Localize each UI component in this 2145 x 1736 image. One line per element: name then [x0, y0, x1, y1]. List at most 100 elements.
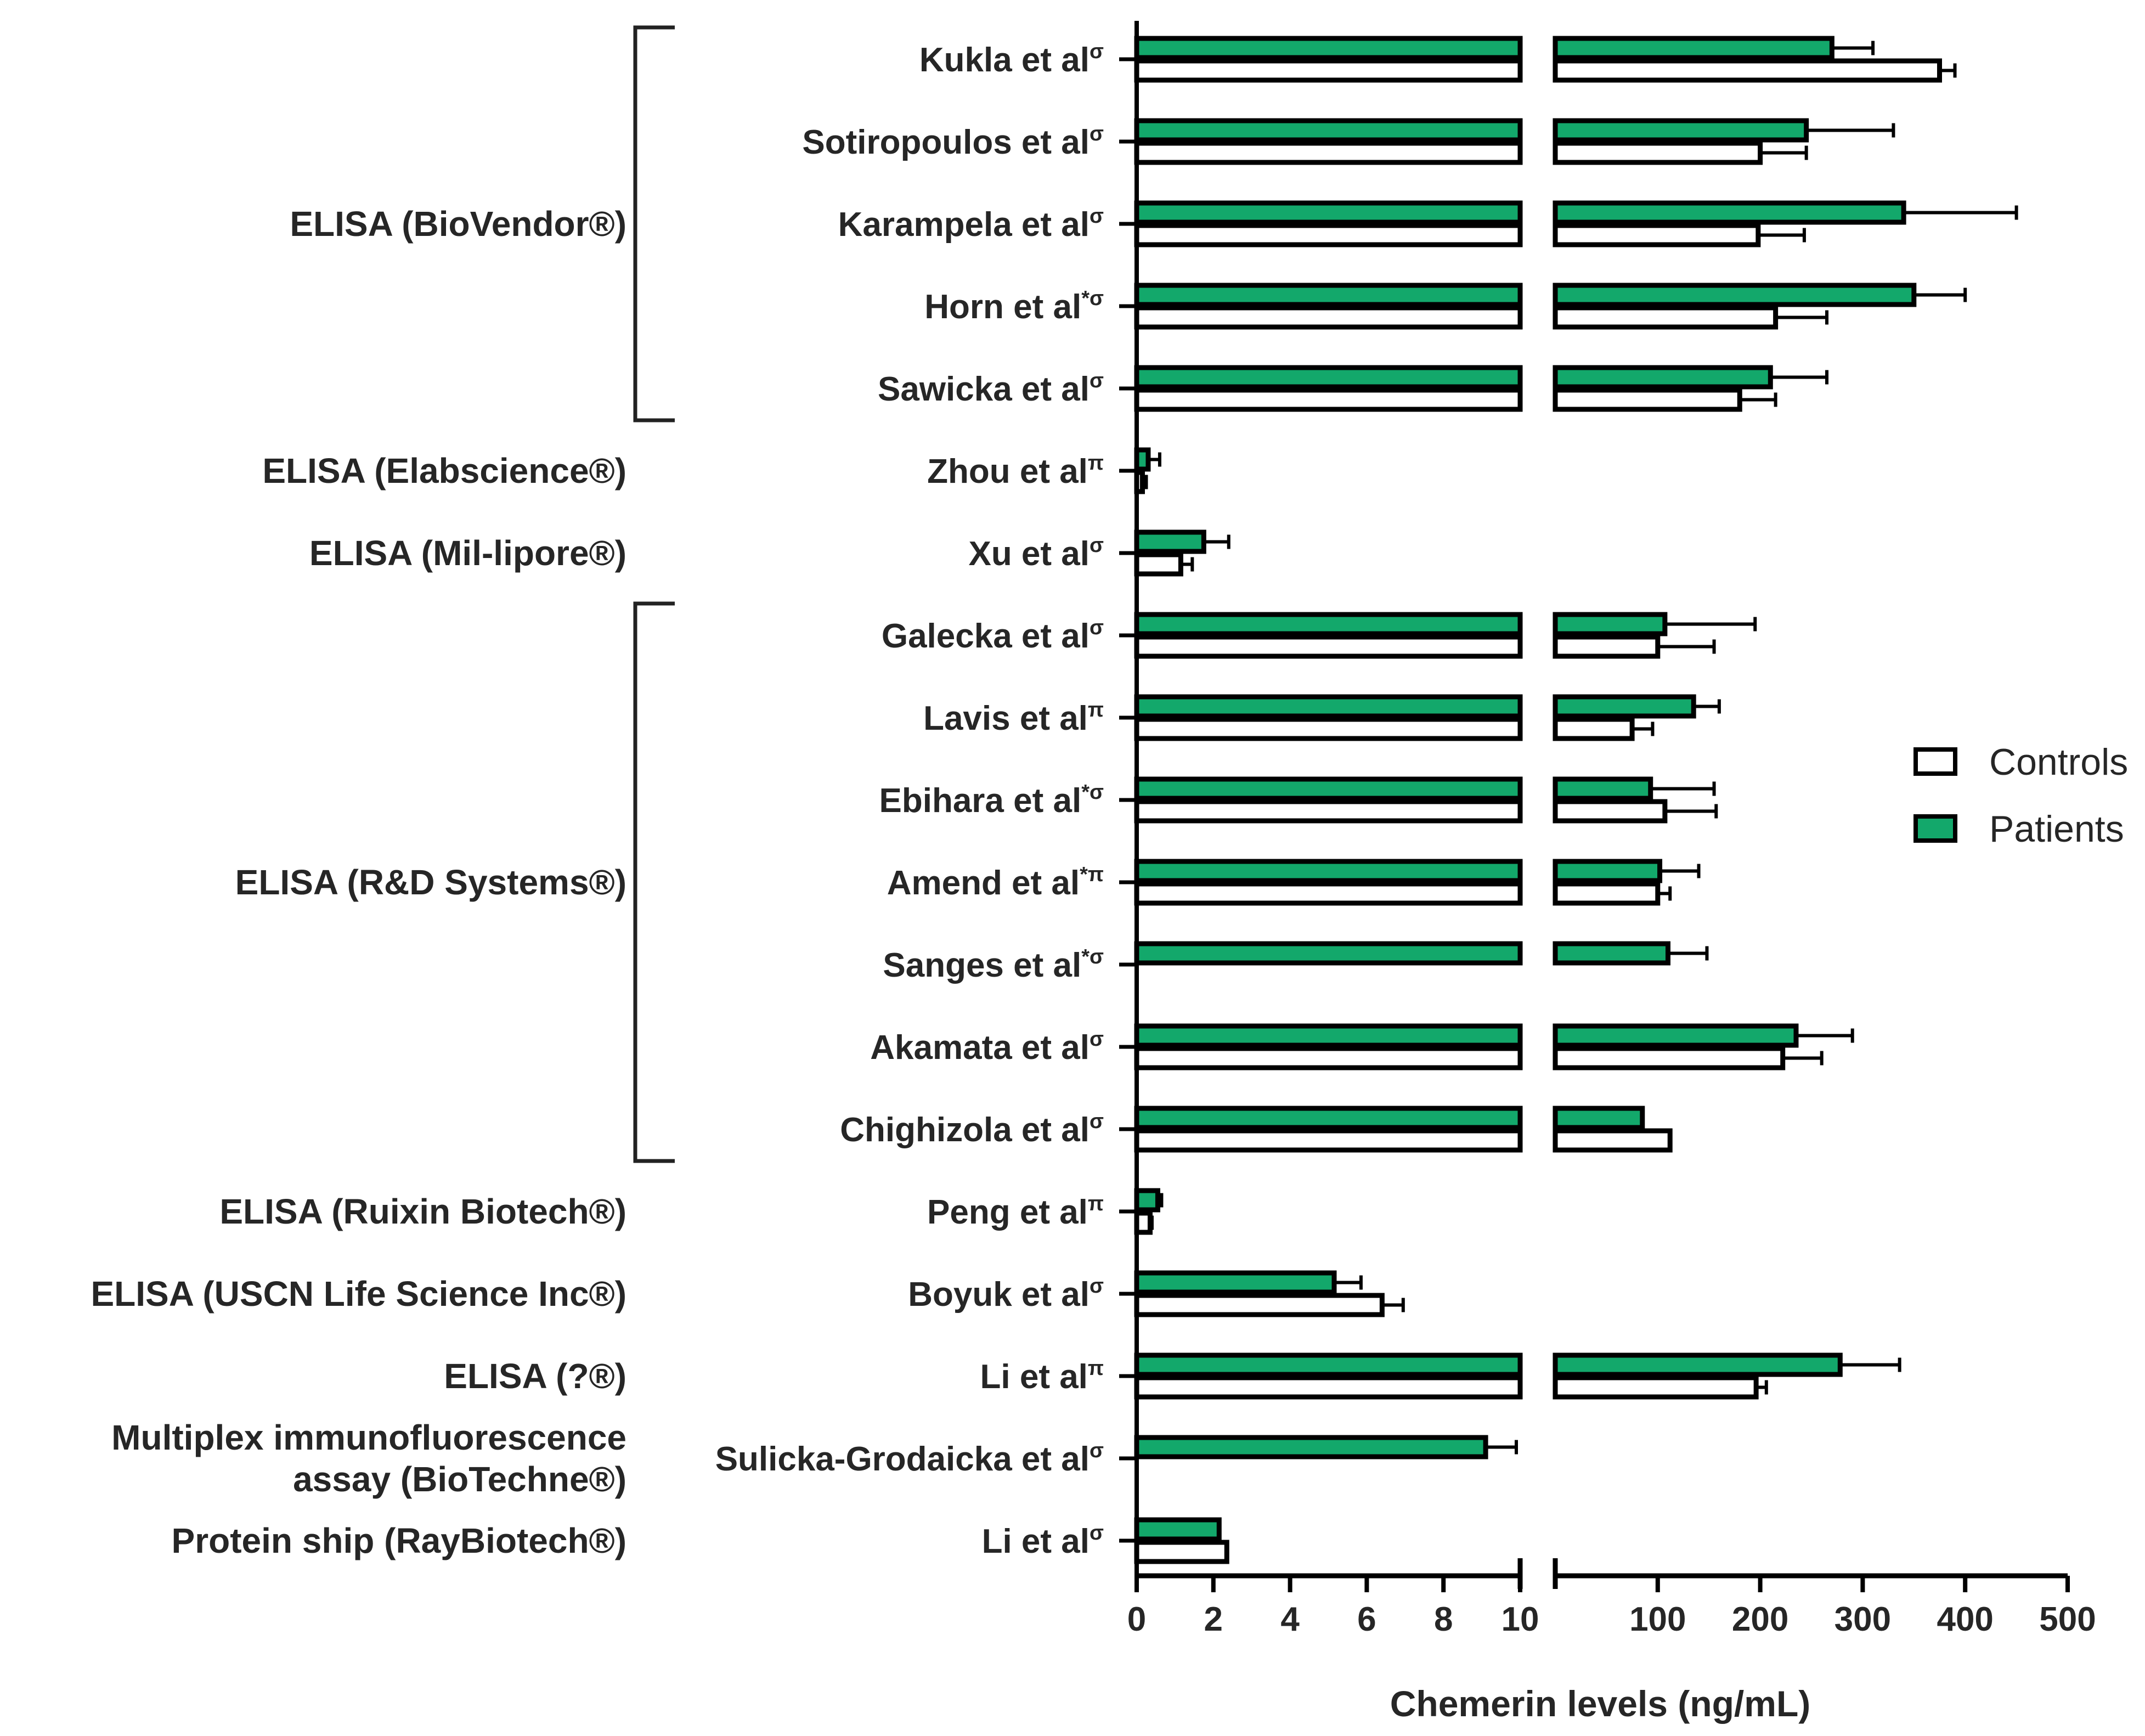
study-8-controls-bar-seg2	[1553, 717, 1635, 741]
study-6-controls-bar	[1134, 552, 1183, 577]
method-5-label: ELISA (USCN Life Science Inc®)	[91, 1274, 626, 1314]
study-14-name: Peng et al	[927, 1193, 1088, 1231]
legend-swatch-controls	[1913, 747, 1957, 776]
method-3-label: ELISA (R&D Systems®)	[235, 863, 626, 902]
study-8-mark: π	[1088, 698, 1104, 722]
study-4-patients-bar-seg1	[1134, 365, 1523, 390]
study-9-controls-bar-seg1	[1134, 799, 1523, 824]
study-2-label: Karampela et alσ	[838, 205, 1104, 244]
study-0-mark: σ	[1090, 40, 1104, 63]
study-0-patients-bar-seg1	[1134, 36, 1523, 60]
study-4-label: Sawicka et alσ	[878, 369, 1104, 408]
study-3-name: Horn et al	[924, 288, 1081, 326]
x-tick-label-seg1-0: 0	[1127, 1600, 1146, 1638]
x-tick-label-seg2-0: 100	[1629, 1600, 1686, 1638]
study-7-patients-bar-seg1	[1134, 612, 1523, 636]
study-8-label: Lavis et alπ	[923, 698, 1104, 737]
study-2-patients-bar-seg2	[1553, 200, 1906, 225]
study-9-mark: *σ	[1081, 781, 1104, 804]
study-8-name: Lavis et al	[923, 700, 1088, 737]
x-axis-label: Chemerin levels (ng/mL)	[1390, 1683, 1811, 1724]
study-10-name: Amend et al	[887, 864, 1080, 902]
method-8-label: Protein ship (RayBiotech®)	[172, 1521, 626, 1560]
study-9-patients-bar-seg2	[1553, 776, 1653, 801]
study-5-label: Zhou et alπ	[927, 452, 1104, 491]
study-17-patients-bar	[1134, 1435, 1488, 1459]
x-tick-label-seg1-1: 2	[1204, 1600, 1223, 1638]
study-6-patients-bar	[1134, 529, 1206, 554]
method-6-label: ELISA (?®)	[444, 1356, 626, 1396]
study-8-patients-bar-seg1	[1134, 694, 1523, 719]
method-1-label: ELISA (Elabscience®)	[262, 451, 626, 491]
study-14-label: Peng et alπ	[927, 1192, 1104, 1231]
study-18-patients-bar	[1134, 1517, 1222, 1542]
study-17-mark: σ	[1090, 1439, 1104, 1462]
study-13-patients-bar-seg1	[1134, 1106, 1523, 1130]
study-11-patients-bar-seg2	[1553, 941, 1670, 966]
x-tick-label-seg1-5: 10	[1501, 1600, 1539, 1638]
method-7-label-line1: assay (BioTechne®)	[293, 1459, 626, 1499]
bars-layer	[1134, 36, 1942, 1564]
study-10-controls-bar-seg1	[1134, 881, 1523, 906]
study-12-controls-bar-seg2	[1553, 1046, 1786, 1070]
study-15-label: Boyuk et alσ	[908, 1275, 1104, 1314]
study-1-controls-bar-seg1	[1134, 140, 1523, 165]
study-0-patients-bar-seg2	[1553, 36, 1834, 60]
study-16-controls-bar-seg1	[1134, 1375, 1523, 1400]
x-tick-label-seg2-4: 500	[2039, 1600, 2096, 1638]
study-11-patients-bar-seg1	[1134, 941, 1523, 966]
study-17-name: Sulicka-Grodaicka et al	[715, 1440, 1090, 1478]
study-16-label: Li et alπ	[980, 1357, 1104, 1396]
study-2-patients-bar-seg1	[1134, 200, 1523, 225]
study-17-label: Sulicka-Grodaicka et alσ	[715, 1439, 1104, 1478]
study-15-mark: σ	[1090, 1275, 1104, 1298]
study-16-name: Li et al	[980, 1358, 1088, 1396]
study-7-mark: σ	[1090, 616, 1104, 639]
study-9-name: Ebihara et al	[879, 782, 1082, 820]
study-10-patients-bar-seg1	[1134, 859, 1523, 883]
study-4-controls-bar-seg1	[1134, 387, 1523, 412]
study-7-label: Galecka et alσ	[882, 616, 1104, 655]
study-0-controls-bar-seg1	[1134, 58, 1523, 83]
study-13-patients-bar-seg2	[1553, 1106, 1645, 1130]
method-4-label: ELISA (Ruixin Biotech®)	[219, 1192, 626, 1231]
study-10-label: Amend et al*π	[887, 863, 1104, 902]
study-4-mark: σ	[1090, 369, 1104, 392]
study-8-patients-bar-seg2	[1553, 694, 1696, 719]
study-12-label: Akamata et alσ	[870, 1028, 1104, 1067]
study-3-label: Horn et al*σ	[924, 287, 1104, 326]
study-15-name: Boyuk et al	[908, 1276, 1090, 1314]
study-1-name: Sotiropoulos et al	[802, 123, 1090, 161]
study-11-label: Sanges et al*σ	[883, 945, 1104, 984]
legend-label-controls: Controls	[1989, 741, 2128, 783]
study-1-patients-bar-seg2	[1553, 118, 1809, 143]
method-labels: ELISA (BioVendor®) ELISA (Elabscience®) EL…	[91, 25, 675, 1560]
x-tick-label-seg1-3: 6	[1357, 1600, 1376, 1638]
study-6-label: Xu et alσ	[968, 534, 1104, 573]
study-18-mark: σ	[1090, 1521, 1104, 1545]
study-15-patients-bar	[1134, 1270, 1337, 1295]
study-16-mark: π	[1088, 1357, 1104, 1380]
study-16-controls-bar-seg2	[1553, 1375, 1759, 1400]
study-2-controls-bar-seg2	[1553, 223, 1761, 247]
study-4-controls-bar-seg2	[1553, 387, 1742, 412]
study-3-controls-bar-seg1	[1134, 305, 1523, 330]
method-0-bracket	[633, 25, 675, 422]
method-7-label-line0: Multiplex immunofluorescence	[111, 1418, 626, 1457]
legend: Controls Patients	[1913, 741, 2128, 850]
x-tick-label-seg2-1: 200	[1732, 1600, 1788, 1638]
study-12-controls-bar-seg1	[1134, 1046, 1523, 1070]
study-13-mark: σ	[1090, 1110, 1104, 1133]
method-0-label: ELISA (BioVendor®)	[290, 204, 626, 244]
study-3-patients-bar-seg1	[1134, 283, 1523, 307]
study-1-patients-bar-seg1	[1134, 118, 1523, 143]
legend-swatch-patients	[1913, 814, 1957, 843]
study-10-patients-bar-seg2	[1553, 859, 1663, 883]
study-5-mark: π	[1088, 452, 1104, 475]
study-12-mark: σ	[1090, 1028, 1104, 1051]
study-7-name: Galecka et al	[882, 617, 1090, 655]
x-tick-label-seg2-2: 300	[1834, 1600, 1891, 1638]
study-14-patients-bar	[1134, 1188, 1160, 1213]
